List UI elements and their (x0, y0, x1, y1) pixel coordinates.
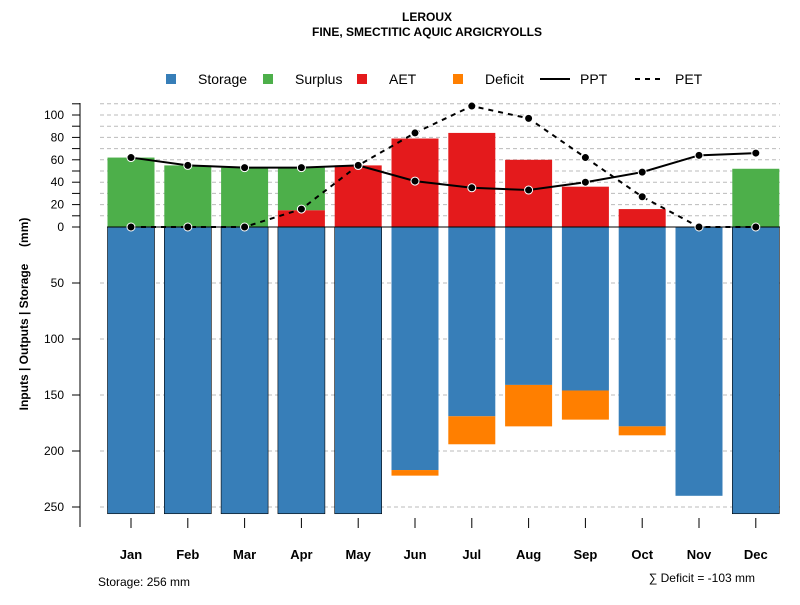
x-tick-label: Jun (403, 547, 426, 562)
y-tick-label: 20 (51, 198, 65, 212)
aet-bar (448, 132, 496, 227)
x-tick-label: Jul (462, 547, 481, 562)
ppt-point (240, 163, 250, 173)
y-tick-label: 100 (44, 108, 64, 122)
legend-label: Surplus (295, 71, 342, 87)
ppt-point (524, 185, 534, 195)
y-tick-label: 100 (44, 332, 64, 346)
pet-point (524, 113, 534, 123)
pet-point (467, 101, 477, 111)
x-tick-label: Apr (290, 547, 312, 562)
x-tick-label: Sep (573, 547, 597, 562)
ppt-point (183, 160, 193, 170)
deficit-bar (561, 390, 609, 420)
ppt-point (694, 150, 704, 160)
deficit-bar (505, 384, 553, 427)
x-tick-label: Jan (120, 547, 142, 562)
pet-line (131, 104, 756, 228)
legend-label: AET (389, 71, 417, 87)
storage-bar (334, 226, 383, 515)
x-tick-label: Mar (233, 547, 256, 562)
ppt-point (467, 183, 477, 193)
x-tick-label: Dec (744, 547, 768, 562)
y-tick-label: 40 (51, 175, 65, 189)
pet-point (240, 222, 250, 232)
x-tick-label: May (346, 547, 372, 562)
ppt-line (130, 152, 756, 192)
y-tick-label: 150 (44, 388, 64, 402)
y-tick-label: 0 (57, 220, 64, 234)
pet-point (751, 222, 761, 232)
ppt-point (410, 176, 420, 186)
ppt-point (580, 177, 590, 187)
storage-bar (391, 227, 439, 471)
storage-bar (164, 226, 212, 515)
chart-title: LEROUX (402, 10, 452, 24)
storage-legend-swatch (166, 74, 176, 84)
pet-point (410, 128, 420, 138)
legend-label: Storage (198, 71, 247, 87)
surplus-bar (277, 167, 325, 211)
surplus-bar (107, 157, 155, 227)
y-tick-label: 50 (51, 276, 65, 290)
legend-label: PET (675, 71, 703, 87)
storage-bar (505, 227, 553, 385)
surplus-bar (732, 168, 780, 227)
pet-point (296, 204, 306, 214)
ppt-point (637, 167, 647, 177)
storage-bar (561, 227, 609, 391)
pet-point (126, 222, 136, 232)
aet-legend-swatch (357, 74, 367, 84)
y-axis-label: Inputs | Outputs | Storage (mm) (17, 218, 31, 411)
x-tick-label: Nov (687, 547, 712, 562)
storage-bar (448, 227, 496, 417)
pet-point (637, 192, 647, 202)
deficit-legend-swatch (453, 74, 463, 84)
legend-label: Deficit (485, 71, 524, 87)
surplus-legend-swatch (263, 74, 273, 84)
storage-bar (675, 227, 723, 496)
storage-bar (277, 226, 326, 515)
legend-label: PPT (580, 71, 608, 87)
x-tick-label: Feb (176, 547, 199, 562)
aet-bar (334, 165, 382, 227)
deficit-bar (448, 416, 496, 445)
aet-bar (618, 209, 666, 227)
y-tick-label: 250 (44, 500, 64, 514)
storage-bar (731, 226, 780, 515)
pet-point (580, 153, 590, 163)
ppt-point (353, 160, 363, 170)
surplus-bar (221, 167, 269, 227)
y-tick-label: 200 (44, 444, 64, 458)
x-tick-label: Aug (516, 547, 541, 562)
storage-bar (618, 227, 666, 427)
surplus-bar (164, 165, 212, 227)
aet-bar (277, 210, 325, 227)
ppt-point (751, 148, 761, 158)
deficit-bar (618, 426, 666, 436)
pet-point (694, 222, 704, 232)
ppt-point (126, 153, 136, 163)
ppt-point (296, 163, 306, 173)
y-tick-label: 60 (51, 153, 65, 167)
storage-bar (220, 226, 269, 515)
storage-footer: Storage: 256 mm (98, 575, 190, 589)
aet-bar (561, 186, 609, 227)
pet-point (183, 222, 193, 232)
storage-bar (107, 226, 155, 515)
deficit-footer: ∑ Deficit = -103 mm (649, 571, 755, 585)
x-tick-label: Oct (631, 547, 653, 562)
y-tick-label: 80 (51, 130, 65, 144)
deficit-bar (391, 470, 439, 476)
chart-subtitle: FINE, SMECTITIC AQUIC ARGICRYOLLS (312, 25, 542, 39)
